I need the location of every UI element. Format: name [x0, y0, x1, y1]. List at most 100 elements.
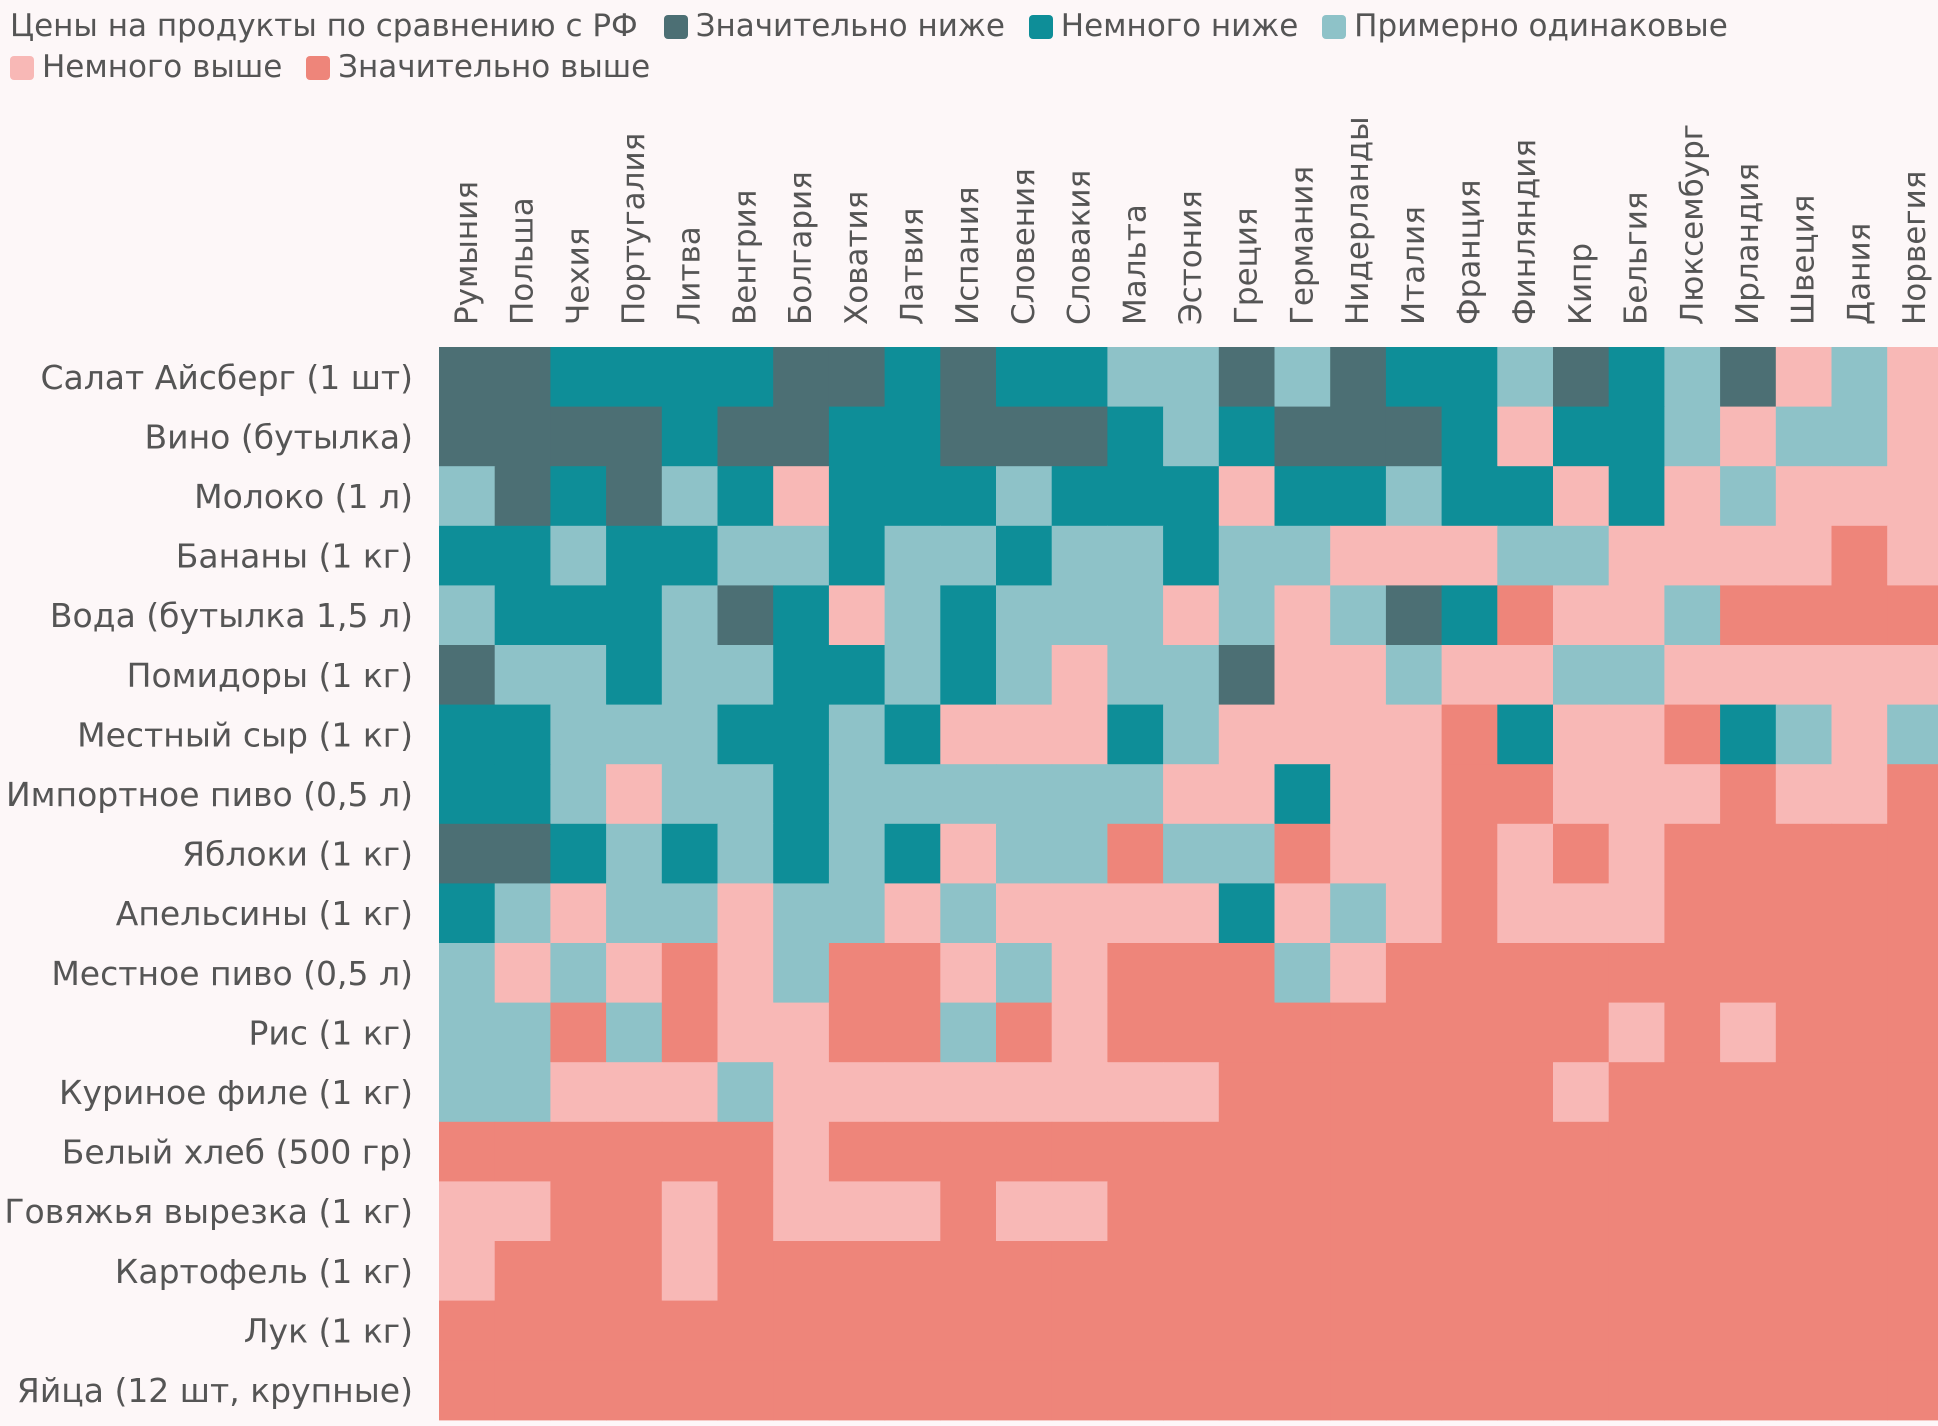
heatmap-cell [661, 704, 719, 765]
heatmap-cell [1107, 943, 1164, 1004]
heatmap-cell [996, 466, 1053, 527]
heatmap-cell [1330, 943, 1387, 1004]
legend-swatch [306, 56, 331, 80]
heatmap-cell [1107, 764, 1164, 825]
heatmap-cell [1441, 406, 1498, 467]
heatmap-cell [1831, 1062, 1888, 1123]
heatmap-cell [1051, 466, 1108, 527]
heatmap-cell [1330, 1002, 1387, 1063]
heatmap-cell [1441, 943, 1498, 1004]
heatmap-cell [1497, 1300, 1554, 1361]
legend-item-about-same: Примерно одинаковые [1322, 6, 1728, 47]
heatmap-cell [1887, 1002, 1938, 1063]
heatmap-cell [996, 347, 1053, 408]
heatmap-cell [773, 406, 830, 467]
heatmap-cell [1274, 823, 1331, 884]
heatmap-cell [1831, 943, 1888, 1004]
heatmap-cell [439, 823, 496, 884]
heatmap-cell [1441, 1062, 1498, 1123]
heatmap-cell [1497, 406, 1554, 467]
heatmap-cell [940, 525, 997, 586]
heatmap-cell [606, 1181, 663, 1242]
heatmap-cell [1608, 1062, 1665, 1123]
heatmap-cell [494, 704, 551, 765]
heatmap-cell [717, 1360, 774, 1421]
heatmap-cell [1720, 883, 1777, 944]
heatmap-cell [773, 525, 830, 586]
heatmap-cell [940, 645, 997, 706]
heatmap-cell [884, 1181, 941, 1242]
heatmap-cell [1051, 823, 1108, 884]
heatmap-cell [1664, 704, 1721, 765]
heatmap-cell [828, 585, 886, 646]
heatmap-cell [996, 1181, 1053, 1242]
heatmap-cell [884, 943, 941, 1004]
legend-label: Немного ниже [1060, 8, 1299, 44]
heatmap-cell [1330, 645, 1387, 706]
heatmap-cell [1274, 406, 1331, 467]
heatmap-cell [828, 943, 886, 1004]
heatmap-cell [1385, 764, 1443, 825]
heatmap-cell [1274, 347, 1331, 408]
heatmap-cell [1664, 1360, 1721, 1421]
heatmap-cell [1107, 883, 1164, 944]
row-label: Белый хлеб (500 гр) [62, 1133, 413, 1172]
heatmap-cell [1385, 466, 1443, 527]
legend-swatch [663, 15, 688, 39]
heatmap-cell [1775, 1300, 1833, 1361]
heatmap-cell [661, 347, 719, 408]
heatmap-cell [940, 585, 997, 646]
heatmap-cell [1720, 525, 1777, 586]
heatmap-cell [1497, 645, 1554, 706]
heatmap-cell [1608, 883, 1665, 944]
heatmap-cell [1497, 1121, 1554, 1182]
heatmap-cell [1051, 406, 1108, 467]
heatmap-cell [606, 943, 663, 1004]
heatmap-cell [717, 525, 774, 586]
heatmap-cell [1218, 1002, 1276, 1063]
heatmap-cell [661, 943, 719, 1004]
heatmap-cell [1720, 1241, 1777, 1302]
heatmap-cell [661, 1241, 719, 1302]
heatmap-cell [884, 1121, 941, 1182]
heatmap-cell [1218, 645, 1276, 706]
heatmap-cell [1441, 764, 1498, 825]
heatmap-cell [1330, 1360, 1387, 1421]
heatmap-cell [1441, 883, 1498, 944]
heatmap-cell [1107, 1241, 1164, 1302]
heatmap-cell [1163, 645, 1220, 706]
heatmap-cell [828, 883, 886, 944]
heatmap-cell [717, 704, 774, 765]
heatmap-cell [1107, 1062, 1164, 1123]
heatmap-cell [606, 704, 663, 765]
heatmap-cell [1775, 406, 1833, 467]
heatmap-cell [1831, 1300, 1888, 1361]
heatmap-cell [1553, 1360, 1610, 1421]
heatmap-cell [1274, 1181, 1331, 1242]
heatmap-cell [1553, 1300, 1610, 1361]
heatmap-cell [1720, 764, 1777, 825]
row-label: Помидоры (1 кг) [127, 656, 413, 695]
legend-item-much-lower: Значительно ниже [663, 6, 1005, 47]
heatmap-cell [884, 1062, 941, 1123]
heatmap-cell [494, 943, 551, 1004]
heatmap-cell [1553, 823, 1610, 884]
heatmap-cell [1385, 1360, 1443, 1421]
heatmap-cell [1330, 764, 1387, 825]
heatmap-cell [1553, 1181, 1610, 1242]
heatmap-cell [1274, 704, 1331, 765]
heatmap-cell [1720, 1300, 1777, 1361]
heatmap-cell [717, 585, 774, 646]
heatmap-cell [1330, 704, 1387, 765]
heatmap-cell [1330, 1300, 1387, 1361]
heatmap-cell [550, 1241, 607, 1302]
heatmap-cell [1664, 764, 1721, 825]
row-label: Лук (1 кг) [244, 1311, 413, 1350]
heatmap-cell [1720, 466, 1777, 527]
heatmap-cell [1274, 943, 1331, 1004]
heatmap-cell [1720, 1121, 1777, 1182]
column-label: Ховатия [839, 191, 875, 325]
heatmap-cell [439, 645, 496, 706]
heatmap-cell [1441, 704, 1498, 765]
heatmap-cell [494, 764, 551, 825]
